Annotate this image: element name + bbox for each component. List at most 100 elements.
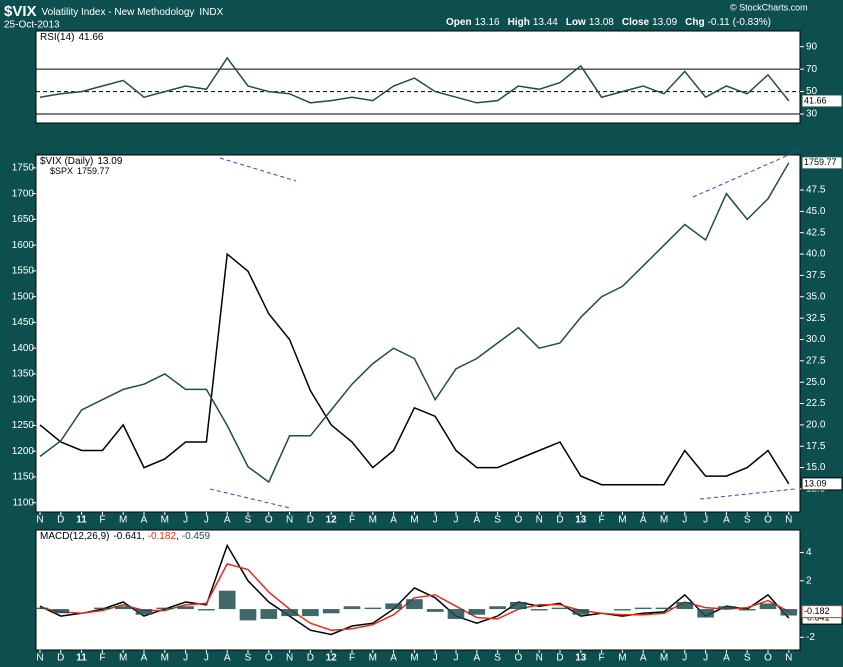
histogram-bar [426,609,444,612]
histogram-bar [572,609,590,615]
histogram-bar [551,607,569,610]
x-tick-label: O [764,515,772,526]
x-tick-label: F [599,653,605,664]
x-tick-label: S [245,653,252,664]
quote-label: Chg [685,17,704,28]
histogram-bar [364,607,382,610]
x-tick-label: A [640,653,647,664]
trend-line [219,157,297,182]
header-title: $VIX Volatility Index - New Methodology IN… [4,3,224,20]
x-tick-label: 13 [575,653,587,664]
y-tick-label: 1550 [12,266,35,277]
price-panel [35,154,801,513]
histogram-bar [614,609,631,611]
y-tick-label: 1750 [12,163,35,174]
y-tick-label: 1400 [12,343,35,354]
y2-tick-label: 42.5 [806,227,826,238]
y2-tick-label: 45.0 [806,206,826,217]
x-tick-label: D [556,653,563,664]
histogram-bar [759,603,777,610]
y-tick-label: 1150 [12,472,34,483]
legend-value: -0.641 [113,531,142,542]
histogram-bar [385,603,402,610]
histogram-bar [31,607,49,610]
value-tag-label: -0.182 [804,606,830,616]
y2-tick-label: 25.0 [806,377,826,388]
trend-line [692,149,801,198]
x-tick-label: A [723,515,730,526]
x-tick-label: M [369,653,377,664]
x-tick-label: N [536,515,543,526]
legend: MACD(12,26,9) -0.641, -0.182, -0.459 [40,531,211,542]
histogram-bar [718,606,735,610]
histogram-bar [239,609,257,621]
y2-tick-label: 17.5 [806,441,826,452]
x-tick-label: J [682,515,687,526]
x-tick-label: N [785,653,792,664]
x-tick-label: D [307,653,314,664]
y-tick-label: 1200 [12,446,35,457]
x-tick-label: 11 [76,653,87,664]
histogram-bar [634,607,652,610]
quote-value: 13.08 [589,17,614,28]
legend: $SPX 1759.77 [50,166,110,176]
x-tick-label: O [265,653,273,664]
x-tick-label: M [161,515,169,526]
y-tick-label: 1300 [12,394,35,405]
y-tick-label: 50 [806,86,818,97]
y2-tick-label: 35.0 [806,291,826,302]
x-tick-label: J [682,653,687,664]
y-tick-label: 1700 [12,188,35,199]
y-tick-label: 2 [806,575,812,586]
value-tag-label: 41.66 [804,95,827,105]
x-tick-label: A [224,653,231,664]
x-tick-label: M [410,515,418,526]
histogram-bar [322,609,340,614]
x-tick-label: S [744,515,751,526]
x-tick-label: F [599,515,605,526]
histogram-bar [655,607,673,610]
x-tick-label: N [785,515,792,526]
y2-tick-label: 22.5 [806,398,826,409]
x-tick-label: N [36,653,43,664]
rsi-panel [35,30,801,124]
x-tick-label: M [660,515,668,526]
x-tick-label: J [454,653,459,664]
value-tag-label: 13.09 [804,478,827,488]
x-tick-label: J [204,653,209,664]
x-tick-label: 12 [326,515,338,526]
x-tick-label: F [349,515,355,526]
quote-label: Close [622,17,650,28]
histogram-bar [218,590,236,610]
x-tick-label: N [286,515,293,526]
histogram-bar [94,607,111,610]
x-tick-label: J [703,653,708,664]
x-tick-label: M [119,515,127,526]
y-tick-label: 1350 [12,369,35,380]
y-tick-label: 1650 [12,214,35,225]
y-tick-label: -2 [806,632,815,643]
histogram-bar [489,606,506,610]
series-line [39,252,790,486]
x-tick-label: J [204,515,209,526]
histogram-bar [114,606,132,610]
y2-tick-label: 47.5 [806,185,826,196]
x-tick-label: F [99,515,105,526]
histogram-bar [302,609,319,617]
y2-tick-label: 30.0 [806,334,826,345]
legend-value: 13.09 [97,156,122,167]
x-tick-label: D [307,515,314,526]
x-tick-label: D [57,515,64,526]
x-tick-label: M [660,653,668,664]
value-tag [801,156,843,170]
x-tick-label: S [245,515,252,526]
y-tick-label: 4 [806,547,812,558]
quote-pct: (-0.83%) [733,17,771,28]
y2-tick-label: 40.0 [806,249,826,260]
histogram-bar [156,607,174,610]
x-tick-label: M [119,653,127,664]
credit: © StockCharts.com [730,2,808,12]
y2-tick-label: 37.5 [806,270,826,281]
x-tick-label: S [744,653,751,664]
